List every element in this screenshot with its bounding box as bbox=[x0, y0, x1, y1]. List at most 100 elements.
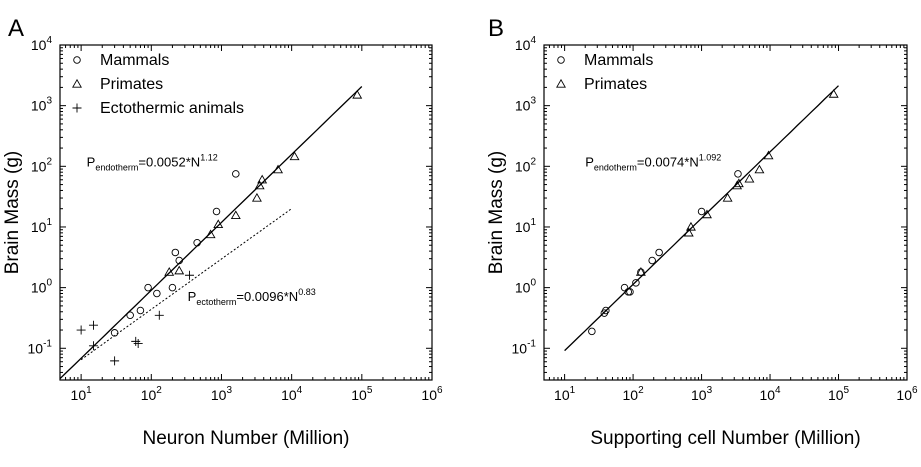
x-tick-label: 103 bbox=[211, 385, 233, 403]
panel-a: A 101 102 103 104 105 106 10-1 100 101 102 103 104 Ne… bbox=[2, 15, 443, 449]
data-point-triangle bbox=[683, 227, 694, 237]
data-point-triangle bbox=[257, 174, 268, 184]
x-tick-label: 104 bbox=[759, 385, 781, 403]
data-point-triangle bbox=[754, 164, 765, 174]
legend-label: Mammals bbox=[584, 52, 653, 69]
series-circle bbox=[110, 170, 240, 337]
x-axis-label: Neuron Number (Million) bbox=[143, 428, 350, 449]
fit-equation: Pendotherm=0.0074*N1.092 bbox=[585, 152, 721, 172]
data-point-triangle bbox=[254, 180, 265, 190]
series-circle bbox=[588, 170, 742, 336]
data-point-plus bbox=[76, 325, 86, 335]
data-point-triangle bbox=[702, 209, 712, 219]
equation-base: P bbox=[585, 154, 594, 169]
series-triangle bbox=[164, 89, 363, 276]
legend-entry: Primates bbox=[72, 76, 163, 93]
data-point-plus bbox=[133, 338, 143, 348]
y-tick-label: 100 bbox=[31, 278, 53, 296]
series-plus bbox=[76, 270, 194, 366]
x-tick-label: 102 bbox=[623, 385, 645, 403]
equation-body: =0.0052*N bbox=[138, 154, 200, 169]
data-point-circle bbox=[171, 248, 180, 257]
legend-label: Primates bbox=[584, 76, 647, 93]
data-point-plus bbox=[131, 336, 141, 346]
data-point-triangle bbox=[213, 219, 224, 229]
legend-marker-triangle bbox=[556, 78, 566, 88]
y-tick-label: 104 bbox=[31, 35, 53, 53]
data-point-circle bbox=[734, 170, 742, 178]
equation-subscript: ectotherm bbox=[196, 297, 236, 307]
equation-body: =0.0074*N bbox=[637, 154, 699, 169]
equation-subscript: endotherm bbox=[95, 162, 138, 172]
data-point-circle bbox=[144, 283, 152, 292]
data-point-triangle bbox=[289, 151, 300, 161]
data-point-circle bbox=[175, 256, 183, 265]
legend-marker-circle bbox=[557, 56, 565, 64]
data-point-plus bbox=[88, 320, 98, 330]
panel-label: A bbox=[8, 15, 24, 42]
data-point-circle bbox=[632, 279, 640, 287]
x-tick-label: 105 bbox=[828, 385, 850, 403]
x-tick-label: 102 bbox=[141, 385, 163, 403]
data-point-circle bbox=[602, 306, 610, 315]
data-point-circle bbox=[588, 327, 596, 336]
data-point-circle bbox=[620, 283, 629, 292]
data-point-circle bbox=[648, 256, 656, 265]
data-point-plus bbox=[110, 356, 120, 366]
equation-base: P bbox=[188, 289, 197, 304]
data-point-circle bbox=[126, 311, 134, 320]
data-point-triangle bbox=[352, 89, 363, 99]
data-point-triangle bbox=[174, 265, 185, 275]
panel-b: B 101 102 103 104 105 106 10-1 100 101 102 103 104 Su… bbox=[486, 15, 918, 449]
equation-body: =0.0096*N bbox=[236, 289, 298, 304]
plot-frame bbox=[59, 44, 433, 381]
panel-label: B bbox=[488, 15, 504, 42]
fit-equation: Pendotherm=0.0052*N1.12 bbox=[87, 152, 218, 172]
y-tick-label: 103 bbox=[31, 96, 53, 114]
y-tick-label: 102 bbox=[31, 156, 53, 174]
legend-entry: Primates bbox=[556, 76, 647, 93]
fit-line-dotted bbox=[80, 208, 292, 361]
x-tick-label: 101 bbox=[71, 385, 93, 403]
x-tick-label: 101 bbox=[554, 385, 576, 403]
y-tick-label: 100 bbox=[515, 278, 537, 296]
data-point-triangle bbox=[205, 229, 216, 239]
x-tick-label: 103 bbox=[691, 385, 713, 403]
legend-marker-circle bbox=[73, 56, 81, 64]
data-point-triangle bbox=[635, 267, 646, 276]
equation-subscript: endotherm bbox=[594, 162, 637, 172]
fit-line-solid bbox=[60, 86, 363, 380]
series-triangle bbox=[635, 89, 839, 276]
data-point-circle bbox=[193, 238, 201, 247]
y-tick-label: 103 bbox=[515, 96, 537, 114]
legend-entry: Ectothermic animals bbox=[72, 100, 244, 117]
data-point-circle bbox=[626, 288, 634, 296]
y-tick-label: 102 bbox=[515, 156, 537, 174]
data-point-circle bbox=[168, 283, 177, 292]
data-point-triangle bbox=[722, 192, 733, 202]
equation-base: P bbox=[87, 154, 96, 169]
data-point-plus bbox=[88, 341, 98, 351]
legend-marker-plus bbox=[72, 103, 82, 113]
data-point-plus bbox=[154, 310, 164, 320]
data-point-triangle bbox=[230, 210, 241, 220]
y-axis-label: Brain Mass (g) bbox=[486, 151, 507, 275]
y-tick-label: 101 bbox=[515, 217, 537, 235]
legend-label: Ectothermic animals bbox=[100, 100, 244, 117]
data-point-triangle bbox=[744, 173, 755, 183]
y-tick-label: 10-1 bbox=[512, 338, 537, 356]
plot-frame bbox=[543, 44, 908, 381]
x-tick-label: 104 bbox=[281, 385, 303, 403]
y-tick-label: 101 bbox=[31, 217, 53, 235]
data-point-circle bbox=[655, 248, 663, 257]
legend-entry: Mammals bbox=[73, 52, 169, 69]
data-point-triangle bbox=[164, 267, 175, 276]
data-point-circle bbox=[136, 306, 145, 315]
data-point-circle bbox=[110, 329, 119, 337]
fit-line-solid bbox=[564, 85, 839, 352]
data-point-circle bbox=[697, 207, 706, 216]
data-point-triangle bbox=[763, 150, 774, 160]
x-tick-label: 106 bbox=[896, 385, 918, 403]
data-point-plus bbox=[184, 270, 194, 280]
